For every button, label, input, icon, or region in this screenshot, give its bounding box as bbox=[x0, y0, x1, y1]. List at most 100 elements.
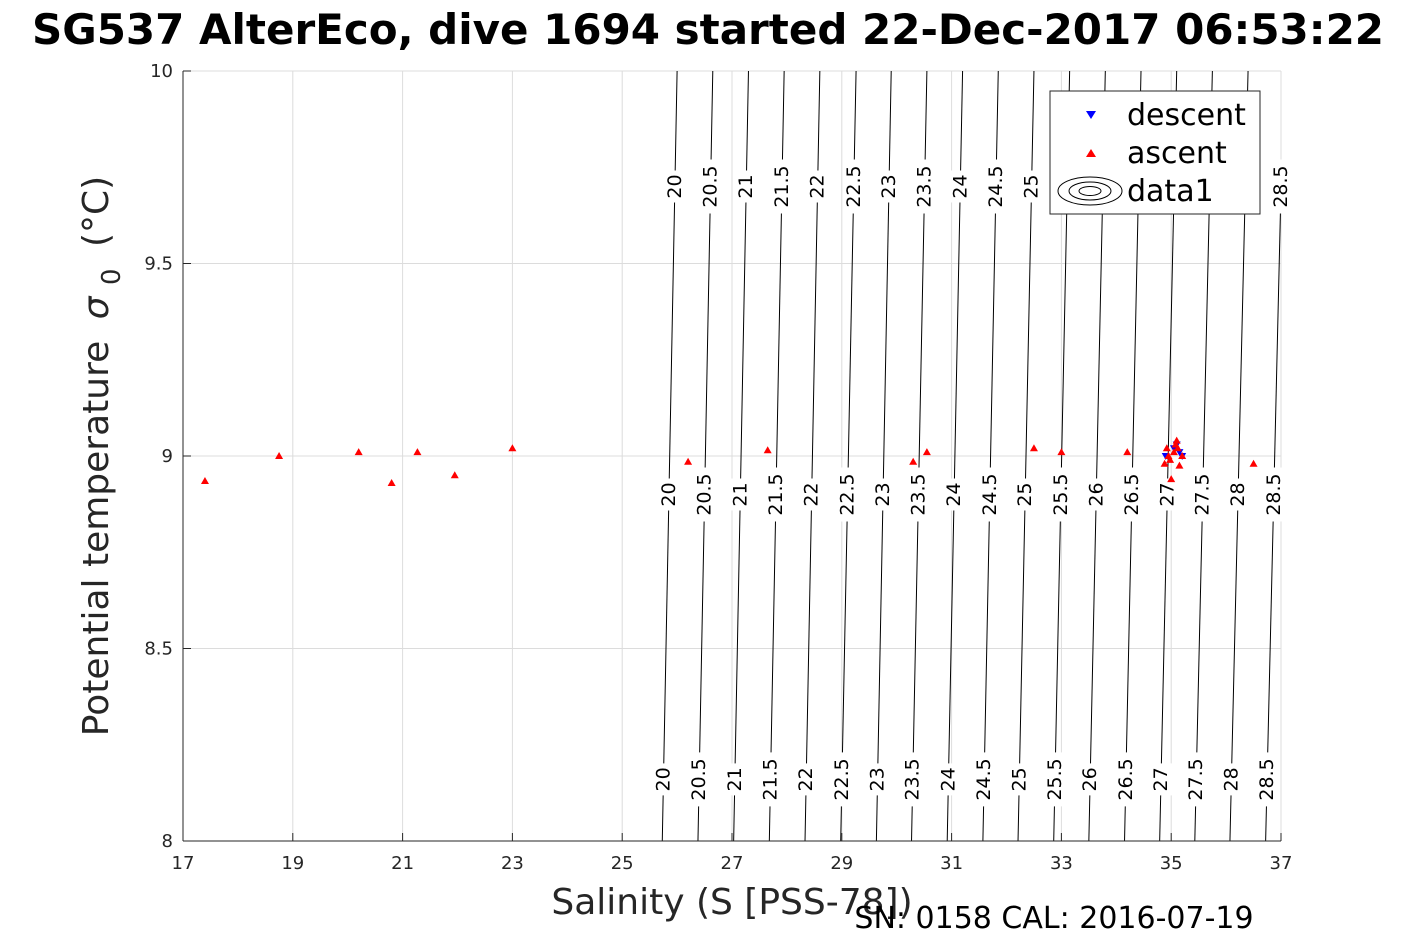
contour-label-bg bbox=[759, 752, 782, 807]
contour-label: 21 bbox=[735, 174, 757, 198]
contour-label-bg bbox=[1156, 478, 1179, 511]
contour-label: 27 bbox=[1156, 482, 1178, 506]
y-axis-label: Potential temperature σ 0 (°C) bbox=[76, 176, 129, 736]
legend: descent ascent data1 bbox=[1049, 90, 1261, 215]
ascent-marker bbox=[413, 448, 422, 456]
x-tick-label: 23 bbox=[501, 853, 524, 874]
ascent-marker bbox=[1173, 444, 1182, 452]
contour-label-bg bbox=[949, 170, 972, 203]
contour-label-bg bbox=[943, 478, 966, 511]
legend-ascent-label: ascent bbox=[1127, 136, 1227, 171]
data-markers bbox=[200, 436, 1258, 486]
ascent-marker bbox=[200, 477, 209, 485]
ascent-marker bbox=[1029, 444, 1038, 452]
contour-label: 23.5 bbox=[914, 165, 936, 207]
contour-label: 26.5 bbox=[1121, 473, 1143, 515]
legend-descent-label: descent bbox=[1127, 98, 1246, 133]
contour-label: 24 bbox=[943, 482, 965, 506]
contour-label: 26 bbox=[1079, 767, 1101, 791]
contour-label-bg bbox=[978, 467, 1001, 522]
contour-label: 22 bbox=[801, 482, 823, 506]
contour-label-bg bbox=[1008, 763, 1031, 796]
x-tick-label: 27 bbox=[721, 853, 744, 874]
contour-label-bg bbox=[1150, 763, 1173, 796]
contour-label: 24 bbox=[937, 767, 959, 791]
contour-label: 21.5 bbox=[771, 165, 793, 207]
contour-label-bg bbox=[765, 467, 788, 522]
contour-label-bg bbox=[842, 159, 865, 214]
contour-label-bg bbox=[806, 170, 829, 203]
x-tick-label: 35 bbox=[1160, 853, 1183, 874]
contour-label: 20 bbox=[652, 767, 674, 791]
contour-label: 24.5 bbox=[979, 473, 1001, 515]
contour-label: 28 bbox=[1227, 482, 1249, 506]
contour-label-bg bbox=[1120, 467, 1143, 522]
contour-label-bg bbox=[693, 467, 716, 522]
contour-label: 27 bbox=[1150, 767, 1172, 791]
contour-label: 24.5 bbox=[985, 165, 1007, 207]
contour-label-bg bbox=[1185, 752, 1208, 807]
legend-descent-marker bbox=[1086, 111, 1096, 119]
contour-label: 28 bbox=[1220, 767, 1242, 791]
contour-label: 20.5 bbox=[694, 473, 716, 515]
contour-label: 28.5 bbox=[1263, 473, 1285, 515]
x-tick-label: 21 bbox=[391, 853, 414, 874]
contour-label-bg bbox=[688, 752, 711, 807]
ascent-marker bbox=[1162, 444, 1171, 452]
contour-label: 21.5 bbox=[765, 473, 787, 515]
contour-label-bg bbox=[836, 467, 859, 522]
legend-data1-label: data1 bbox=[1127, 174, 1214, 209]
contour-label-bg bbox=[652, 763, 675, 796]
contour-label: 22 bbox=[795, 767, 817, 791]
y-tick-label: 8 bbox=[162, 831, 173, 852]
contour-label: 25.5 bbox=[1044, 758, 1066, 800]
contour-label-bg bbox=[830, 752, 853, 807]
x-tick-label: 37 bbox=[1270, 853, 1293, 874]
ascent-marker bbox=[763, 446, 772, 454]
ascent-marker bbox=[1167, 475, 1176, 483]
contour-label-bg bbox=[1014, 478, 1037, 511]
contour-label: 27.5 bbox=[1192, 473, 1214, 515]
contour-label-bg bbox=[1049, 467, 1072, 522]
contour-label: 26 bbox=[1085, 482, 1107, 506]
contour-label: 25 bbox=[1008, 767, 1030, 791]
ascent-marker bbox=[1178, 452, 1187, 459]
contour-label: 22.5 bbox=[831, 758, 853, 800]
ascent-marker bbox=[387, 478, 396, 486]
ascent-marker bbox=[1057, 448, 1066, 456]
ascent-marker bbox=[508, 444, 517, 452]
contour-label: 22 bbox=[807, 174, 829, 198]
ascent-marker bbox=[684, 457, 693, 465]
contour-label-bg bbox=[907, 467, 930, 522]
ascent-marker bbox=[1172, 436, 1181, 444]
y-axis-label-unit: (°C) bbox=[76, 176, 117, 247]
x-tick-label: 31 bbox=[940, 853, 963, 874]
contour-label-bg bbox=[699, 159, 722, 214]
legend-box bbox=[1049, 90, 1261, 215]
contour-label: 25.5 bbox=[1050, 473, 1072, 515]
contour-label-bg bbox=[984, 159, 1007, 214]
y-axis-label-subscript: 0 bbox=[97, 268, 127, 285]
contour-label-bg bbox=[663, 170, 686, 203]
contour-label: 26.5 bbox=[1115, 758, 1137, 800]
x-tick-label: 25 bbox=[611, 853, 634, 874]
contour-label: 20.5 bbox=[688, 758, 710, 800]
contour-label-bg bbox=[913, 159, 936, 214]
contour-label: 28.5 bbox=[1270, 165, 1292, 207]
contour-label-bg bbox=[937, 763, 960, 796]
contour-label: 25 bbox=[1021, 174, 1043, 198]
contour-label-bg bbox=[1227, 478, 1250, 511]
contour-label-bg bbox=[866, 763, 889, 796]
contour-label: 20 bbox=[658, 482, 680, 506]
contour-label-bg bbox=[800, 478, 823, 511]
y-axis-label-symbol: σ bbox=[76, 295, 117, 319]
contour-label: 24 bbox=[949, 174, 971, 198]
x-tick-label: 33 bbox=[1050, 853, 1073, 874]
contour-label-bg bbox=[1256, 752, 1279, 807]
y-tick-label: 9 bbox=[162, 446, 173, 467]
contour-label-bg bbox=[1043, 752, 1066, 807]
contour-label-bg bbox=[1270, 159, 1293, 214]
chart-title: SG537 AlterEco, dive 1694 started 22-Dec… bbox=[32, 5, 1384, 54]
contour-label-bg bbox=[1220, 763, 1243, 796]
ascent-marker bbox=[909, 457, 918, 465]
